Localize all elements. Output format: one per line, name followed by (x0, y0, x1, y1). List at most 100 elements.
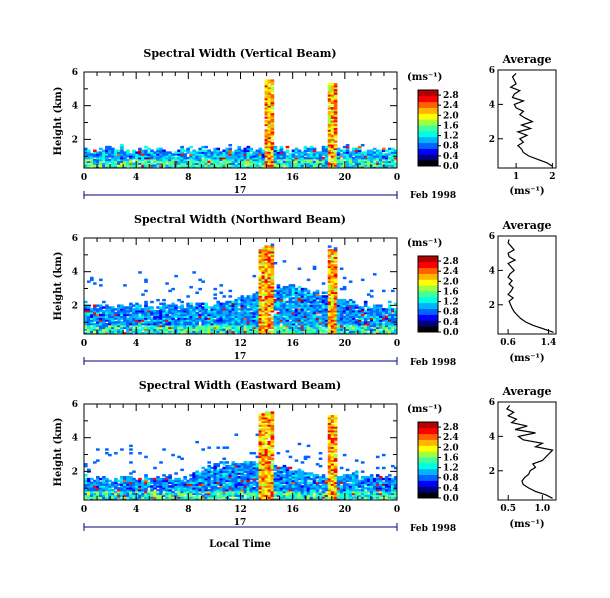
heatmap-cell (303, 302, 308, 306)
heatmap-cell (243, 498, 248, 500)
heatmap-cell (252, 166, 257, 168)
heatmap-cell (357, 147, 362, 151)
heatmap-cell (219, 472, 224, 475)
heatmap-cell (165, 494, 169, 497)
heatmap-cell (270, 298, 275, 302)
heatmap-cell (213, 166, 218, 168)
heatmap-cell (108, 319, 112, 322)
heatmap-cell (105, 145, 109, 149)
heatmap-cell (249, 158, 254, 162)
heatmap-cell (93, 162, 97, 165)
heatmap-cell (264, 317, 269, 320)
heatmap-cell (183, 498, 187, 500)
heatmap-cell (390, 147, 395, 151)
heatmap-cell (264, 455, 269, 459)
heatmap-cell (201, 476, 205, 479)
heatmap-cell (267, 105, 272, 108)
heatmap-cell (378, 158, 383, 162)
heatmap-cell (87, 321, 91, 324)
heatmap-cell (330, 120, 335, 123)
heatmap-cell (321, 319, 326, 322)
heatmap-cell (225, 149, 230, 152)
heatmap-cell (213, 463, 218, 466)
heatmap-cell (105, 158, 109, 162)
heatmap-cell (255, 297, 260, 300)
heatmap-cell (381, 328, 386, 331)
heatmap-cell (306, 490, 311, 494)
heatmap-cell (312, 295, 317, 298)
heatmap-cell (231, 477, 236, 481)
heatmap-cell (267, 476, 272, 479)
heatmap-cell (261, 479, 266, 483)
heatmap-cell (258, 315, 263, 318)
heatmap-cell (120, 485, 124, 488)
heatmap-cell (258, 262, 263, 265)
heatmap-cell (162, 313, 166, 317)
heatmap-cell (294, 287, 299, 291)
heatmap-cell (207, 315, 212, 318)
heatmap-cell (207, 321, 212, 324)
heatmap-cell (90, 313, 94, 317)
heatmap-cell (342, 155, 347, 158)
heatmap-cell (330, 144, 335, 147)
heatmap-cell (264, 110, 269, 114)
heatmap-cell (171, 330, 175, 333)
heatmap-cell (246, 153, 251, 156)
heatmap-cell (330, 112, 335, 116)
heatmap-cell (267, 446, 272, 449)
heatmap-cell (258, 284, 263, 287)
heatmap-cell (249, 330, 254, 333)
heatmap-cell (369, 162, 374, 165)
heatmap-cell (120, 306, 124, 309)
heatmap-cell (267, 479, 272, 483)
heatmap-cell (321, 494, 326, 497)
heatmap-cell (270, 245, 275, 248)
heatmap-cell (327, 459, 332, 462)
heatmap-cell (249, 468, 254, 472)
heatmap-cell (276, 284, 281, 287)
heatmap-cell (276, 293, 281, 296)
heatmap-cell (321, 158, 326, 162)
heatmap-cell (114, 332, 118, 334)
heatmap-cell (156, 483, 160, 486)
heatmap-cell (129, 308, 133, 311)
heatmap-cell (87, 483, 91, 486)
heatmap-cell (186, 324, 190, 328)
heatmap-cell (162, 477, 166, 481)
heatmap-cell (294, 319, 299, 322)
heatmap-cell (330, 437, 335, 440)
heatmap-cell (246, 476, 251, 479)
heatmap-cell (264, 426, 269, 429)
heatmap-cell (267, 297, 272, 300)
heatmap-cell (180, 321, 184, 324)
heatmap-cell (150, 311, 154, 315)
heatmap-cell (207, 477, 212, 481)
heatmap-cell (387, 330, 392, 333)
heatmap-cell (303, 158, 308, 162)
heatmap-cell (165, 310, 169, 313)
heatmap-cell (84, 332, 88, 334)
heatmap-cell (192, 149, 196, 152)
heatmap-cell (261, 455, 266, 459)
y-tick-label: 2 (72, 301, 78, 311)
heatmap-cell (285, 317, 290, 320)
heatmap-cell (315, 326, 320, 330)
heatmap-cell (309, 490, 314, 494)
heatmap-cell (330, 260, 335, 263)
heatmap-cell (216, 496, 221, 499)
heatmap-cell (297, 166, 302, 168)
heatmap-cell (318, 297, 323, 300)
heatmap-cell (252, 153, 257, 156)
heatmap-cell (246, 321, 251, 324)
heatmap-cell (252, 319, 257, 322)
heatmap-cell (243, 311, 248, 315)
heatmap-cell (201, 151, 205, 154)
heatmap-cell (144, 455, 148, 459)
heatmap-cell (384, 310, 389, 313)
heatmap-cell (297, 328, 302, 331)
heatmap-cell (114, 481, 118, 484)
heatmap-cell (144, 164, 148, 167)
heatmap-cell (291, 289, 296, 293)
heatmap-cell (129, 304, 133, 307)
heatmap-cell (225, 324, 230, 328)
